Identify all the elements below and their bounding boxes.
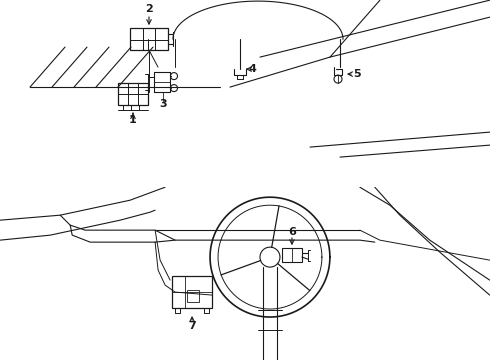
Text: 1: 1 [129,115,137,125]
Text: 5: 5 [353,69,361,79]
Text: 7: 7 [188,321,196,331]
Bar [282,248,302,262]
Bar [130,28,168,50]
Text: 3: 3 [159,99,167,109]
Text: 6: 6 [288,227,296,237]
Bar [118,83,148,105]
Text: 4: 4 [248,64,256,74]
Text: 2: 2 [145,4,153,14]
Bar [172,276,212,308]
Bar [187,290,199,302]
